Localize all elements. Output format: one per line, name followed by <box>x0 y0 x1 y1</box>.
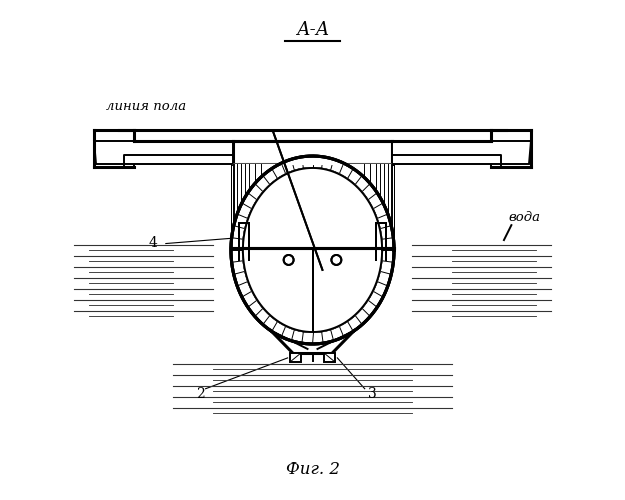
Text: Фиг. 2: Фиг. 2 <box>286 462 339 478</box>
Polygon shape <box>231 156 394 344</box>
Bar <box>290 353 301 362</box>
Text: линия пола: линия пола <box>106 100 186 113</box>
Polygon shape <box>491 130 531 167</box>
Polygon shape <box>391 140 531 164</box>
Bar <box>324 353 335 362</box>
Polygon shape <box>243 168 382 332</box>
Text: 4: 4 <box>149 236 158 250</box>
Polygon shape <box>243 168 382 332</box>
Polygon shape <box>234 140 391 164</box>
Text: 3: 3 <box>368 386 376 400</box>
Polygon shape <box>94 130 134 167</box>
Text: вода: вода <box>509 211 541 224</box>
Text: 2: 2 <box>196 386 205 400</box>
Polygon shape <box>234 156 391 208</box>
Text: А-А: А-А <box>296 22 329 40</box>
Polygon shape <box>94 140 234 164</box>
